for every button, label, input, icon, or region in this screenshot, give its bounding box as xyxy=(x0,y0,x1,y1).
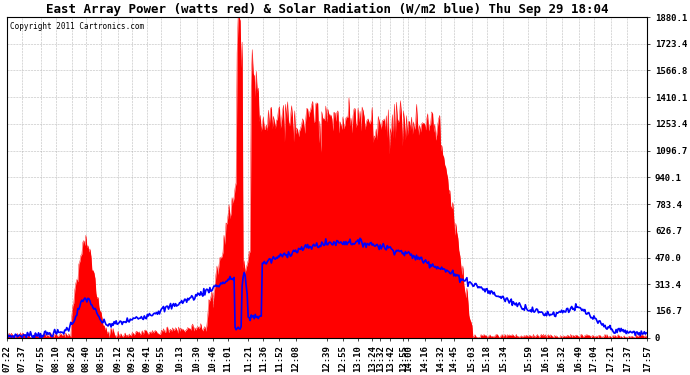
Text: Copyright 2011 Cartronics.com: Copyright 2011 Cartronics.com xyxy=(10,22,145,31)
Title: East Array Power (watts red) & Solar Radiation (W/m2 blue) Thu Sep 29 18:04: East Array Power (watts red) & Solar Rad… xyxy=(46,3,609,16)
